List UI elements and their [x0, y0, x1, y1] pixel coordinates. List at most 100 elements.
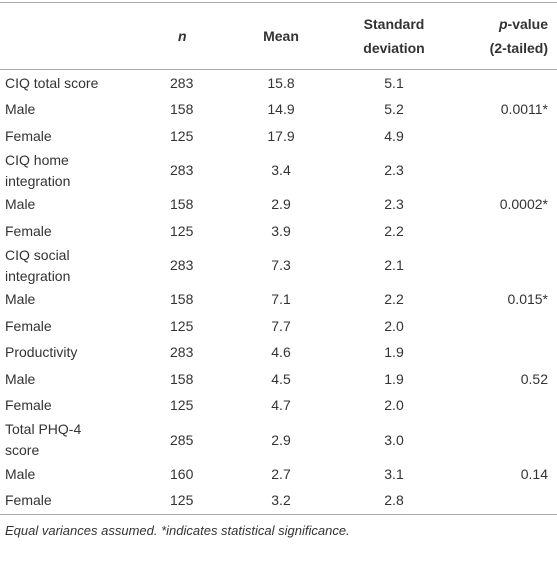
n-cell: 158 — [170, 370, 194, 387]
row-label-cell: Male — [0, 192, 160, 219]
p-value-cell — [458, 488, 557, 515]
sd-cell: 3.0 — [384, 431, 404, 448]
mean-cell: 7.3 — [271, 257, 291, 273]
p-value-cell: 0.52 — [520, 370, 548, 387]
row-label: Female — [5, 317, 52, 334]
n-cell: 125 — [170, 397, 194, 414]
header-text: p — [498, 16, 508, 32]
mean-cell: 7.1 — [271, 291, 291, 308]
sd-cell: 1.9 — [384, 344, 404, 361]
row-label-cell: CIQ social integration — [0, 245, 160, 287]
header-cell: Standard deviation — [330, 3, 458, 70]
n-cell: 158 — [170, 291, 194, 308]
sd-cell: 2.8 — [384, 492, 404, 509]
sd-cell: 2.0 — [384, 317, 404, 334]
table-row: Female 125 7.7 2.0 — [0, 313, 557, 340]
row-label: Female — [5, 222, 52, 239]
row-label-cell: Male — [0, 366, 160, 393]
data-table: n Mean Standard deviation p-value (2-tail… — [0, 2, 557, 515]
row-label: Male — [5, 101, 36, 118]
p-value-cell — [458, 245, 557, 287]
header-text: Standard deviation — [363, 16, 425, 56]
header-text: (2-tailed) — [489, 40, 548, 56]
header-cell: Mean — [263, 28, 299, 44]
row-label-cell: Female — [0, 313, 160, 340]
p-value-cell: 0.015* — [507, 291, 548, 308]
mean-cell: 4.5 — [271, 370, 291, 387]
n-cell: 283 — [170, 344, 194, 361]
sd-cell: 4.9 — [384, 127, 404, 144]
mean-cell: 2.7 — [271, 465, 291, 482]
row-label-cell: Male — [0, 461, 160, 488]
table-row: CIQ total score 283 15.8 5.1 — [0, 70, 557, 97]
row-label: Male — [5, 465, 36, 482]
row-label: Female — [5, 397, 52, 414]
mean-cell: 15.8 — [267, 74, 295, 91]
sd-cell: 2.3 — [384, 162, 404, 178]
table-row: Total PHQ-4 score 285 2.9 3.0 — [0, 419, 557, 461]
p-value-cell — [458, 313, 557, 340]
sd-cell: 2.0 — [384, 397, 404, 414]
row-label: Female — [5, 492, 52, 509]
n-cell: 125 — [170, 492, 194, 509]
header-cell: p-value (2-tailed) — [458, 3, 557, 70]
p-value-cell — [458, 340, 557, 367]
row-label-cell: Male — [0, 97, 160, 124]
row-label: Total PHQ-4 score — [5, 421, 82, 458]
table-row: Female 125 4.7 2.0 — [0, 393, 557, 420]
n-cell: 285 — [170, 431, 194, 448]
mean-cell: 3.9 — [271, 222, 291, 239]
mean-cell: 2.9 — [271, 196, 291, 213]
n-cell: 160 — [170, 465, 194, 482]
n-cell: 158 — [170, 196, 194, 213]
row-label-cell: Female — [0, 123, 160, 150]
row-label-cell: CIQ total score — [0, 70, 160, 97]
n-cell: 125 — [170, 127, 194, 144]
sd-cell: 2.1 — [384, 257, 404, 273]
row-label: CIQ home integration — [5, 151, 71, 189]
table-row: Male 158 7.1 2.2 0.015* — [0, 287, 557, 314]
row-label: Male — [5, 370, 36, 387]
row-label: Productivity — [5, 344, 78, 361]
header-cell: n — [160, 3, 232, 70]
sd-cell: 5.2 — [384, 101, 404, 118]
p-value-cell: 0.0011* — [500, 101, 548, 118]
sd-cell: 2.3 — [384, 196, 404, 213]
header-cell — [0, 3, 160, 70]
mean-cell: 17.9 — [267, 127, 295, 144]
p-value-cell — [458, 419, 557, 461]
table-row: Male 160 2.7 3.1 0.14 — [0, 461, 557, 488]
table-row: Male 158 14.9 5.2 0.0011* — [0, 97, 557, 124]
row-label-cell: Female — [0, 393, 160, 420]
row-label: Male — [5, 291, 36, 308]
p-value-cell — [458, 123, 557, 150]
p-value-cell — [458, 393, 557, 420]
sd-cell: 2.2 — [384, 291, 404, 308]
sd-cell: 2.2 — [384, 222, 404, 239]
n-cell: 283 — [170, 162, 194, 178]
table-row: CIQ home integration 283 3.4 2.3 — [0, 150, 557, 192]
row-label-cell: Total PHQ-4 score — [0, 419, 160, 461]
row-label: Male — [5, 196, 36, 213]
header-text: -value — [507, 16, 548, 32]
n-cell: 283 — [170, 74, 194, 91]
p-value-cell — [458, 70, 557, 97]
row-label: CIQ total score — [5, 74, 99, 91]
row-label-cell: Male — [0, 287, 160, 314]
mean-cell: 7.7 — [271, 317, 291, 334]
row-label-cell: Female — [0, 488, 160, 515]
row-label: Female — [5, 127, 52, 144]
sd-cell: 5.1 — [384, 74, 404, 91]
sd-cell: 3.1 — [384, 465, 404, 482]
table-row: Female 125 3.9 2.2 — [0, 218, 557, 245]
n-cell: 125 — [170, 317, 194, 334]
n-cell: 125 — [170, 222, 194, 239]
table-row: CIQ social integration 283 7.3 2.1 — [0, 245, 557, 287]
table-row: Female 125 3.2 2.8 — [0, 488, 557, 515]
p-value-cell: 0.0002* — [499, 196, 548, 213]
mean-cell: 4.7 — [271, 397, 291, 414]
mean-cell: 14.9 — [267, 101, 295, 118]
row-label-cell: CIQ home integration — [0, 150, 160, 192]
mean-cell: 2.9 — [271, 431, 291, 448]
